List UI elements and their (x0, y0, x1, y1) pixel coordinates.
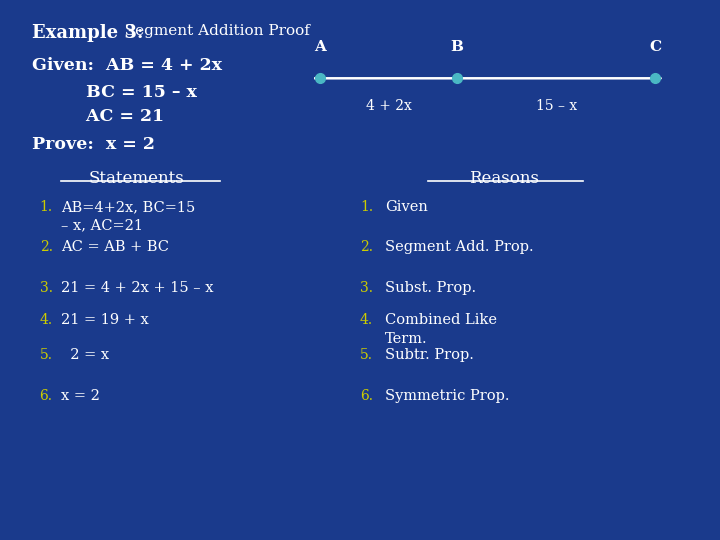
Text: Given:  AB = 4 + 2x: Given: AB = 4 + 2x (32, 57, 222, 73)
Text: 3.: 3. (40, 281, 53, 295)
Text: 2.: 2. (40, 240, 53, 254)
Text: 4.: 4. (40, 313, 53, 327)
Text: Segment Addition Proof: Segment Addition Proof (115, 24, 310, 38)
Text: 21 = 4 + 2x + 15 – x: 21 = 4 + 2x + 15 – x (61, 281, 214, 295)
Text: 3.: 3. (360, 281, 373, 295)
Text: BC = 15 – x: BC = 15 – x (32, 84, 197, 100)
Text: Symmetric Prop.: Symmetric Prop. (385, 389, 510, 403)
Text: x = 2: x = 2 (61, 389, 100, 403)
Text: 4 + 2x: 4 + 2x (366, 99, 412, 113)
Text: Subtr. Prop.: Subtr. Prop. (385, 348, 474, 362)
Text: Combined Like
Term.: Combined Like Term. (385, 313, 498, 346)
Text: Reasons: Reasons (469, 170, 539, 187)
Text: Example 3:: Example 3: (32, 24, 144, 42)
Text: 5.: 5. (40, 348, 53, 362)
Text: Given: Given (385, 200, 428, 214)
Text: 1.: 1. (40, 200, 53, 214)
Text: 15 – x: 15 – x (536, 99, 577, 113)
Text: AB=4+2x, BC=15
– x, AC=21: AB=4+2x, BC=15 – x, AC=21 (61, 200, 195, 232)
Text: Prove:  x = 2: Prove: x = 2 (32, 136, 156, 153)
Text: Statements: Statements (89, 170, 184, 187)
Text: 4.: 4. (360, 313, 373, 327)
Text: AC = 21: AC = 21 (32, 108, 165, 125)
Text: 6.: 6. (360, 389, 373, 403)
Text: Subst. Prop.: Subst. Prop. (385, 281, 477, 295)
Text: 1.: 1. (360, 200, 373, 214)
Text: B: B (451, 40, 464, 54)
Text: C: C (649, 40, 661, 54)
Text: 5.: 5. (360, 348, 373, 362)
Text: 6.: 6. (40, 389, 53, 403)
Text: A: A (315, 40, 326, 54)
Text: Segment Add. Prop.: Segment Add. Prop. (385, 240, 534, 254)
Text: AC = AB + BC: AC = AB + BC (61, 240, 169, 254)
Text: 21 = 19 + x: 21 = 19 + x (61, 313, 149, 327)
Text: 2.: 2. (360, 240, 373, 254)
Text: 2 = x: 2 = x (61, 348, 109, 362)
